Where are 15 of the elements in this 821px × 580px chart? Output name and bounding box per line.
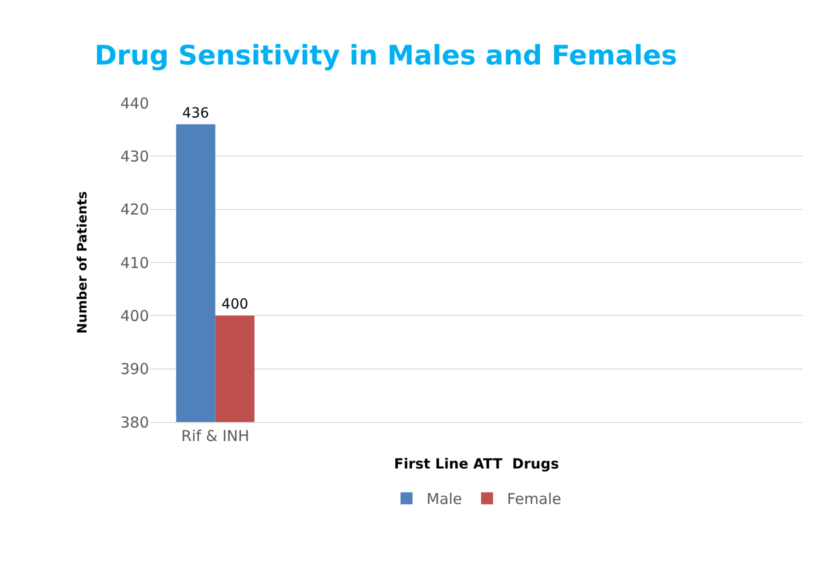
y-tick-label: 430: [120, 147, 149, 166]
y-axis-title: Number of Patients: [75, 190, 90, 334]
chart-title: Drug Sensitivity in Males and Females: [94, 40, 678, 72]
legend-label: Male: [426, 490, 462, 508]
data-label: 436: [182, 105, 210, 122]
data-label: 400: [222, 296, 248, 313]
y-tick-label: 420: [120, 200, 149, 219]
legend-label: Female: [507, 490, 562, 508]
y-tick-label: 400: [120, 306, 149, 325]
y-tick-label: 410: [120, 254, 149, 272]
y-tick-label: 440: [120, 94, 149, 112]
x-axis-title: First Line ATT Drugs: [394, 456, 559, 472]
y-tick-label: 380: [120, 413, 149, 432]
y-tick-label: 390: [120, 360, 149, 378]
x-tick-label: Rif & INH: [181, 427, 250, 445]
